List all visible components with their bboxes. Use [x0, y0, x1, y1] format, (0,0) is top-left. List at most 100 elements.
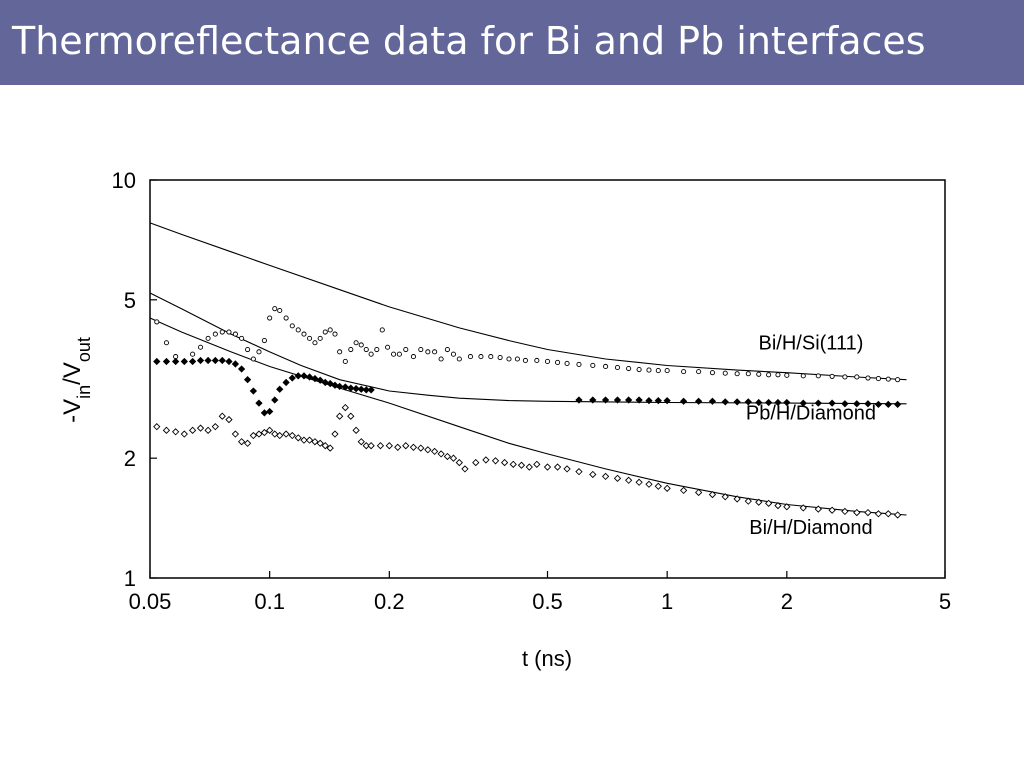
data-point — [261, 338, 267, 344]
data-point — [300, 372, 308, 380]
data-point — [367, 442, 375, 450]
data-point — [576, 361, 582, 367]
data-point — [305, 373, 314, 381]
data-point — [327, 327, 333, 333]
data-point — [478, 354, 484, 360]
data-point — [294, 434, 302, 442]
data-point — [367, 386, 375, 394]
data-point — [347, 384, 355, 392]
data-point — [394, 443, 402, 451]
data-point — [865, 375, 871, 381]
data-point — [828, 506, 836, 514]
data-point — [239, 335, 245, 341]
data-point — [721, 398, 729, 406]
data-point — [814, 505, 822, 513]
data-point — [188, 357, 197, 366]
y-axis-label: -Vin/Vout — [59, 337, 94, 423]
data-point — [237, 365, 246, 373]
data-point — [260, 428, 269, 437]
data-point — [893, 400, 902, 409]
x-tick-label: 0.05 — [129, 589, 172, 614]
data-point — [311, 374, 319, 383]
data-point — [603, 363, 609, 370]
data-point — [353, 340, 359, 346]
data-point — [326, 444, 334, 452]
data-point — [322, 329, 328, 335]
data-point — [783, 398, 791, 407]
data-point — [256, 349, 262, 355]
data-point — [357, 438, 365, 446]
data-point — [853, 400, 861, 408]
data-point — [764, 398, 773, 407]
y-label-main: -V — [59, 399, 86, 423]
data-point — [385, 344, 391, 350]
data-point — [864, 400, 872, 408]
data-point — [272, 306, 278, 312]
data-point — [231, 360, 240, 368]
data-point — [613, 396, 622, 404]
data-point — [153, 357, 161, 366]
y-label-slash: /V — [59, 362, 86, 385]
data-point — [243, 439, 252, 447]
x-tick-label: 0.5 — [532, 589, 563, 614]
data-point — [590, 362, 596, 369]
data-point — [636, 366, 642, 373]
data-point — [305, 436, 314, 444]
data-point — [300, 436, 308, 444]
data-point — [654, 397, 662, 405]
data-point — [601, 396, 610, 404]
data-point — [709, 370, 716, 376]
data-point — [744, 497, 752, 505]
data-point — [231, 430, 240, 438]
data-point — [276, 431, 284, 440]
data-point — [681, 369, 687, 375]
data-point — [721, 493, 729, 501]
data-point — [283, 315, 289, 321]
data-point — [162, 357, 171, 366]
data-point — [374, 346, 380, 353]
data-point — [267, 315, 273, 321]
data-point — [679, 397, 688, 405]
series-label: Bi/H/Si(111) — [759, 333, 864, 355]
data-point — [342, 358, 348, 365]
data-point — [438, 356, 444, 362]
data-point — [491, 457, 500, 465]
data-point — [348, 346, 354, 353]
data-point — [163, 340, 170, 346]
data-point — [455, 458, 463, 467]
data-point — [864, 508, 872, 517]
data-point — [744, 398, 752, 406]
data-point — [196, 424, 205, 432]
data-point — [363, 346, 369, 353]
data-point — [432, 349, 438, 355]
data-point — [255, 399, 263, 407]
data-point — [534, 357, 540, 364]
x-axis-label: t (ns) — [522, 646, 572, 671]
data-point — [563, 465, 571, 473]
data-point — [196, 356, 205, 365]
axis-tick-labels: 0.05 0.1 0.2 0.5 1 2 5 1 2 5 10 — [112, 168, 952, 614]
data-point — [266, 407, 274, 416]
data-point — [443, 452, 452, 461]
data-point — [336, 382, 344, 391]
data-point — [467, 354, 474, 360]
data-point — [255, 430, 263, 438]
data-point — [347, 412, 355, 420]
data-point — [613, 474, 622, 482]
data-point — [885, 376, 891, 382]
data-point — [362, 442, 370, 450]
data-point — [456, 356, 462, 362]
series-label: Pb/H/Diamond — [746, 403, 876, 425]
data-point — [316, 439, 324, 447]
data-point — [205, 335, 211, 341]
data-point — [517, 461, 526, 469]
data-point — [352, 385, 360, 393]
data-point — [425, 349, 431, 355]
data-point — [564, 360, 570, 366]
x-tick-label: 0.1 — [254, 589, 285, 614]
data-point — [764, 499, 773, 508]
data-point — [663, 484, 671, 492]
y-tick-label: 2 — [124, 446, 136, 471]
fit-curves — [149, 222, 907, 516]
